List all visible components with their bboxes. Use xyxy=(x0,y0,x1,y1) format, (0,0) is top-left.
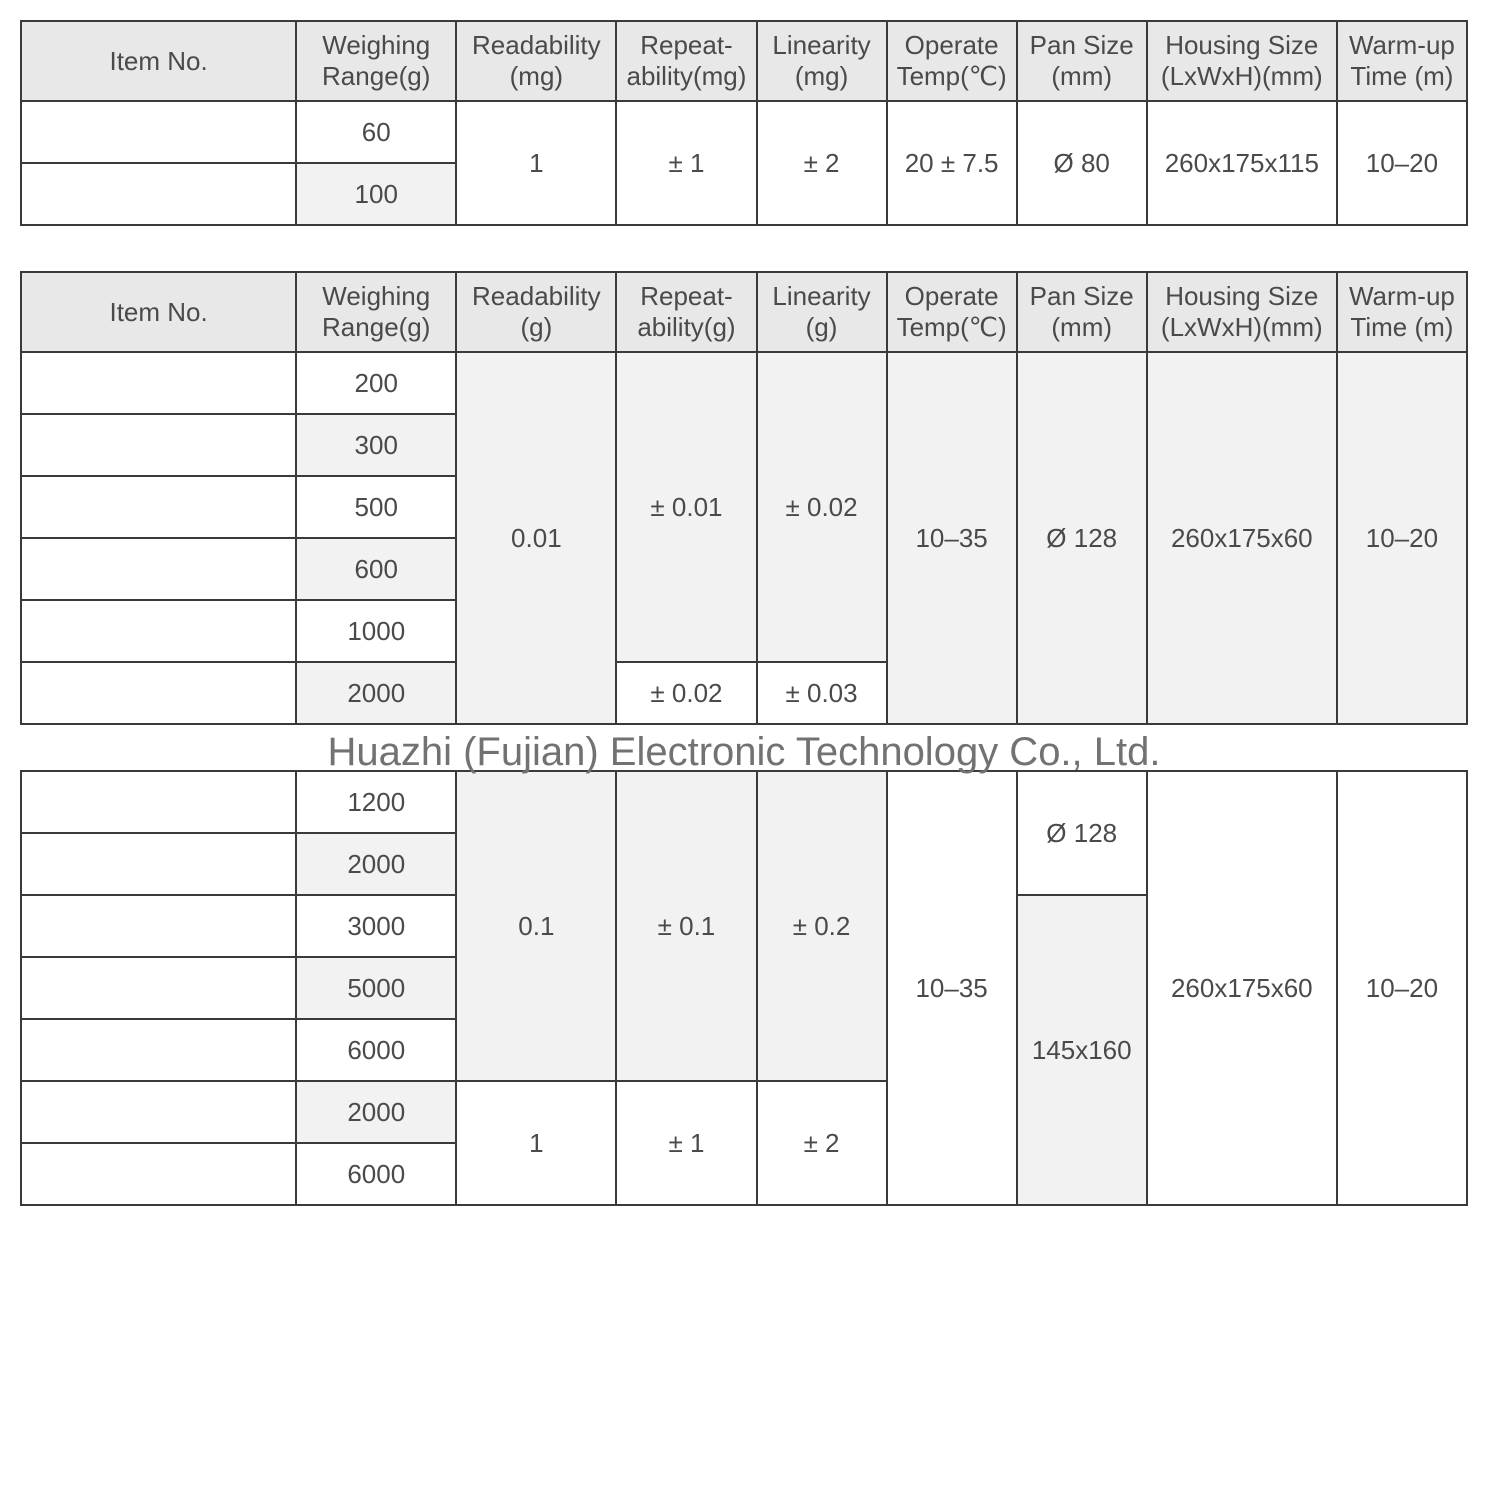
cell-warmup: 10–20 xyxy=(1337,352,1467,724)
cell-housing: 260x175x60 xyxy=(1147,352,1337,724)
cell-repeat: ± 1 xyxy=(616,1081,756,1205)
cell-wr: 1000 xyxy=(296,600,456,662)
cell-pan: Ø 128 xyxy=(1017,771,1147,895)
cell-wr: 600 xyxy=(296,538,456,600)
cell-item xyxy=(21,895,296,957)
cell-item xyxy=(21,957,296,1019)
cell-warmup: 10–20 xyxy=(1337,101,1467,225)
cell-wr: 6000 xyxy=(296,1019,456,1081)
hdr-repeatability: Repeat-ability(mg) xyxy=(616,21,756,101)
cell-temp: 20 ± 7.5 xyxy=(887,101,1017,225)
cell-pan: 145x160 xyxy=(1017,895,1147,1205)
cell-item xyxy=(21,833,296,895)
table-row: 200 0.01 ± 0.01 ± 0.02 10–35 Ø 128 260x1… xyxy=(21,352,1467,414)
watermark-text: Huazhi (Fujian) Electronic Technology Co… xyxy=(0,730,1488,775)
cell-item xyxy=(21,101,296,163)
cell-item xyxy=(21,1143,296,1205)
cell-housing: 260x175x115 xyxy=(1147,101,1337,225)
cell-item xyxy=(21,163,296,225)
cell-readability: 0.01 xyxy=(456,352,616,724)
cell-repeat: ± 1 xyxy=(616,101,756,225)
cell-repeat: ± 0.01 xyxy=(616,352,756,662)
hdr-pan-size: Pan Size (mm) xyxy=(1017,21,1147,101)
cell-item xyxy=(21,476,296,538)
cell-temp: 10–35 xyxy=(887,352,1017,724)
cell-readability: 0.1 xyxy=(456,771,616,1081)
hdr-warmup: Warm-up Time (m) xyxy=(1337,272,1467,352)
cell-wr: 5000 xyxy=(296,957,456,1019)
cell-item xyxy=(21,414,296,476)
cell-item xyxy=(21,600,296,662)
cell-item xyxy=(21,662,296,724)
cell-wr: 100 xyxy=(296,163,456,225)
cell-pan: Ø 80 xyxy=(1017,101,1147,225)
hdr-warmup: Warm-up Time (m) xyxy=(1337,21,1467,101)
cell-wr: 2000 xyxy=(296,1081,456,1143)
spec-table-2: Item No. Weighing Range(g) Readability (… xyxy=(20,271,1468,725)
cell-pan: Ø 128 xyxy=(1017,352,1147,724)
hdr-item-no: Item No. xyxy=(21,21,296,101)
cell-linearity: ± 2 xyxy=(757,1081,887,1205)
hdr-linearity: Linearity (g) xyxy=(757,272,887,352)
cell-linearity: ± 0.02 xyxy=(757,352,887,662)
table-row: 60 1 ± 1 ± 2 20 ± 7.5 Ø 80 260x175x115 1… xyxy=(21,101,1467,163)
cell-wr: 500 xyxy=(296,476,456,538)
spec-table-3: 1200 0.1 ± 0.1 ± 0.2 10–35 Ø 128 260x175… xyxy=(20,770,1468,1206)
cell-item xyxy=(21,538,296,600)
cell-linearity: ± 0.03 xyxy=(757,662,887,724)
cell-wr: 60 xyxy=(296,101,456,163)
cell-wr: 2000 xyxy=(296,833,456,895)
cell-linearity: ± 0.2 xyxy=(757,771,887,1081)
hdr-readability: Readability (mg) xyxy=(456,21,616,101)
cell-housing: 260x175x60 xyxy=(1147,771,1337,1205)
cell-linearity: ± 2 xyxy=(757,101,887,225)
hdr-weighing-range: Weighing Range(g) xyxy=(296,272,456,352)
hdr-housing-size: Housing Size (LxWxH)(mm) xyxy=(1147,21,1337,101)
cell-item xyxy=(21,771,296,833)
hdr-operate-temp: Operate Temp(℃) xyxy=(887,21,1017,101)
cell-readability: 1 xyxy=(456,101,616,225)
cell-wr: 6000 xyxy=(296,1143,456,1205)
cell-repeat: ± 0.1 xyxy=(616,771,756,1081)
cell-wr: 200 xyxy=(296,352,456,414)
table-row: 1200 0.1 ± 0.1 ± 0.2 10–35 Ø 128 260x175… xyxy=(21,771,1467,833)
cell-readability: 1 xyxy=(456,1081,616,1205)
cell-wr: 2000 xyxy=(296,662,456,724)
spec-table-1: Item No. Weighing Range(g) Readability (… xyxy=(20,20,1468,226)
cell-wr: 1200 xyxy=(296,771,456,833)
hdr-readability: Readability (g) xyxy=(456,272,616,352)
header-row: Item No. Weighing Range(g) Readability (… xyxy=(21,272,1467,352)
cell-warmup: 10–20 xyxy=(1337,771,1467,1205)
hdr-repeatability: Repeat-ability(g) xyxy=(616,272,756,352)
cell-temp: 10–35 xyxy=(887,771,1017,1205)
hdr-linearity: Linearity (mg) xyxy=(757,21,887,101)
cell-wr: 3000 xyxy=(296,895,456,957)
cell-repeat: ± 0.02 xyxy=(616,662,756,724)
cell-item xyxy=(21,1081,296,1143)
cell-item xyxy=(21,1019,296,1081)
hdr-weighing-range: Weighing Range(g) xyxy=(296,21,456,101)
cell-wr: 300 xyxy=(296,414,456,476)
cell-item xyxy=(21,352,296,414)
hdr-operate-temp: Operate Temp(℃) xyxy=(887,272,1017,352)
hdr-item-no: Item No. xyxy=(21,272,296,352)
header-row: Item No. Weighing Range(g) Readability (… xyxy=(21,21,1467,101)
hdr-housing-size: Housing Size (LxWxH)(mm) xyxy=(1147,272,1337,352)
hdr-pan-size: Pan Size (mm) xyxy=(1017,272,1147,352)
